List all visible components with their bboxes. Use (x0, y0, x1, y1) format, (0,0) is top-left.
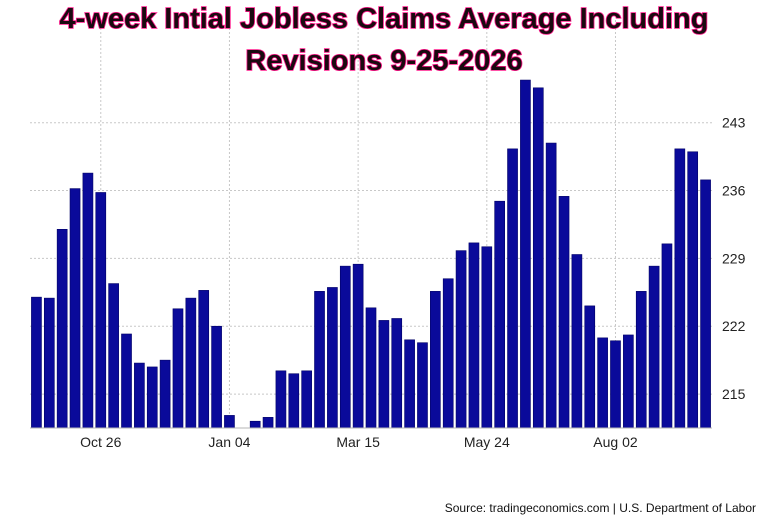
bar (545, 142, 557, 429)
bar (687, 151, 699, 429)
bar (288, 373, 300, 429)
bar (584, 305, 596, 429)
x-tick-label: Aug 02 (593, 434, 638, 450)
bar (146, 366, 158, 429)
bar (558, 196, 570, 429)
bar (224, 415, 235, 429)
bar (56, 229, 68, 429)
bar (494, 200, 506, 429)
y-tick-label: 243 (722, 115, 746, 131)
x-tick-label: Jan 04 (208, 434, 250, 450)
x-tick-label: Oct 26 (80, 434, 121, 450)
bar (327, 287, 338, 429)
bar (378, 320, 390, 429)
chart-title-line-2: Revisions 9-25-2026 (245, 45, 522, 77)
bar (95, 192, 107, 429)
bar (571, 254, 583, 429)
bar (134, 362, 145, 429)
bar (532, 87, 544, 429)
y-tick-label: 215 (722, 386, 746, 402)
bar (481, 246, 493, 429)
bar (391, 318, 403, 429)
bar (249, 420, 261, 429)
bar (430, 291, 441, 429)
bar (365, 307, 377, 429)
y-tick-label: 236 (722, 183, 746, 199)
bar (442, 278, 454, 429)
bar (82, 172, 94, 429)
bar (69, 188, 81, 429)
bar (610, 340, 621, 429)
bar (700, 179, 711, 429)
bar (635, 291, 647, 429)
bar (121, 333, 132, 429)
y-tick-label: 222 (722, 318, 746, 334)
bar (597, 337, 608, 429)
bar (674, 148, 686, 429)
bar (159, 359, 171, 429)
bar (661, 243, 673, 429)
bar (507, 148, 518, 429)
y-axis-ticks: 215 222 229 236 243 (722, 115, 746, 402)
bar (339, 265, 351, 429)
bar (623, 334, 634, 429)
bar (262, 417, 274, 429)
bar (648, 265, 660, 429)
bar (455, 250, 467, 429)
bar (468, 242, 480, 429)
bar (352, 263, 364, 429)
bar (198, 290, 210, 429)
bar (275, 370, 287, 429)
bar (301, 370, 312, 429)
x-tick-label: May 24 (464, 434, 510, 450)
bar (31, 296, 42, 429)
bar (211, 325, 222, 429)
bars-layer (31, 79, 711, 429)
bar (417, 342, 428, 429)
bar (314, 291, 325, 429)
bar (43, 297, 55, 429)
bar (172, 308, 184, 429)
source-note: Source: tradingeconomics.com | U.S. Depa… (445, 501, 756, 515)
y-tick-label: 229 (722, 250, 746, 266)
x-tick-label: Mar 15 (336, 434, 380, 450)
x-axis-ticks: Oct 26 Jan 04 Mar 15 May 24 Aug 02 (80, 434, 638, 450)
bar (520, 79, 531, 429)
bar (404, 339, 415, 429)
chart-title-line-1: 4-week Intial Jobless Claims Average Inc… (60, 3, 709, 35)
bar (185, 297, 197, 429)
bar (108, 283, 119, 429)
